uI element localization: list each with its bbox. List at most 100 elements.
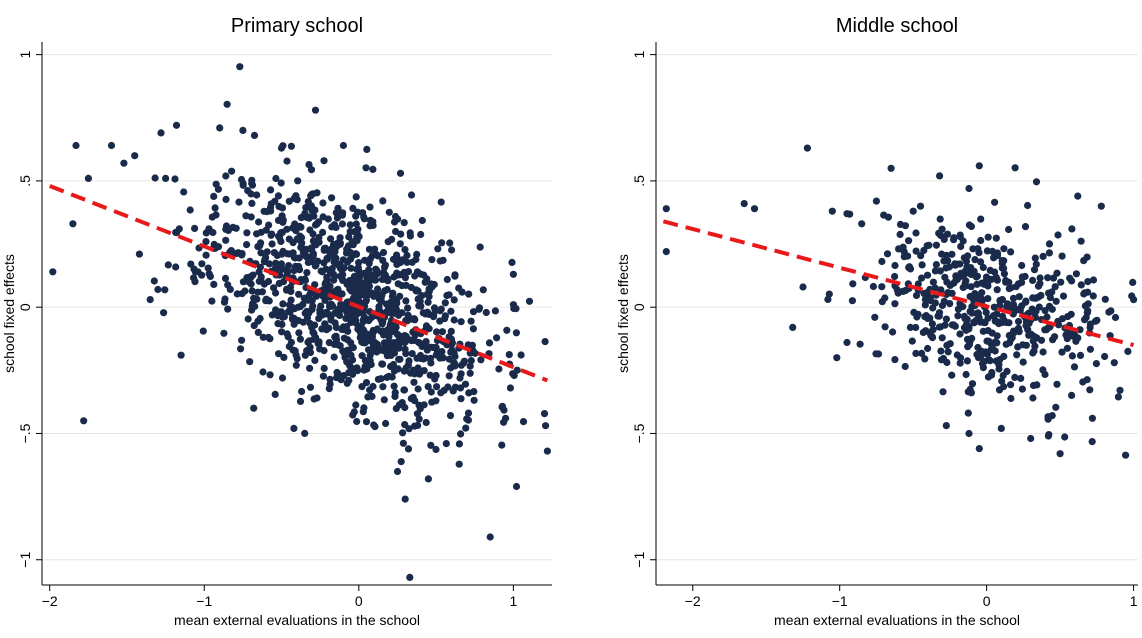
data-point	[912, 247, 920, 255]
data-point	[1041, 370, 1049, 379]
data-point	[400, 386, 409, 394]
data-point	[272, 174, 280, 183]
data-point	[945, 263, 953, 271]
data-point	[434, 245, 442, 253]
y-tick-label: −.5	[631, 423, 647, 443]
data-point	[361, 363, 369, 371]
data-point	[164, 261, 172, 269]
data-point	[394, 344, 402, 352]
data-point	[371, 245, 379, 253]
data-point	[1007, 381, 1015, 389]
data-point	[1084, 278, 1092, 286]
data-point	[956, 231, 964, 239]
data-point	[283, 157, 291, 165]
data-point	[1030, 266, 1039, 274]
data-point	[146, 296, 154, 304]
data-point	[235, 198, 243, 206]
data-point	[1037, 336, 1046, 344]
data-point	[353, 234, 361, 242]
data-point	[243, 241, 251, 249]
y-tick-label: 1	[631, 51, 647, 59]
data-point	[293, 355, 301, 363]
data-point	[925, 241, 933, 249]
data-point	[977, 258, 985, 266]
data-point	[310, 395, 318, 403]
data-point	[918, 349, 926, 357]
data-point	[856, 340, 864, 348]
data-point	[921, 313, 929, 321]
data-point	[541, 338, 549, 346]
data-point	[307, 202, 315, 210]
data-point	[1061, 433, 1069, 441]
data-point	[336, 311, 344, 319]
data-point	[363, 145, 371, 153]
data-point	[401, 246, 409, 254]
data-point	[942, 290, 951, 298]
data-point	[1068, 225, 1076, 233]
data-point	[370, 271, 378, 279]
data-point	[457, 318, 465, 326]
data-point	[988, 341, 997, 349]
data-point	[248, 181, 257, 189]
data-point	[1014, 324, 1023, 332]
data-point	[365, 266, 373, 274]
data-point	[415, 415, 423, 423]
data-point	[943, 358, 951, 367]
data-point	[457, 395, 465, 403]
data-point	[259, 368, 267, 376]
data-point	[662, 205, 670, 213]
data-point	[498, 402, 506, 410]
data-point	[1083, 309, 1091, 317]
data-point	[977, 236, 985, 245]
data-point	[740, 200, 748, 208]
data-point	[848, 297, 857, 305]
data-point	[948, 371, 956, 379]
data-point	[447, 327, 455, 335]
data-point	[278, 204, 287, 212]
data-point	[843, 338, 851, 347]
data-point	[858, 220, 866, 228]
data-point	[309, 302, 317, 310]
data-point	[525, 297, 534, 305]
data-point	[264, 333, 273, 341]
data-point	[385, 333, 393, 341]
data-point	[320, 364, 328, 372]
data-point	[399, 429, 407, 437]
data-point	[1116, 386, 1124, 394]
data-point	[517, 351, 525, 359]
data-point	[285, 301, 294, 309]
data-point	[1041, 326, 1049, 334]
data-point	[237, 175, 246, 184]
data-point	[445, 355, 453, 363]
data-point	[404, 304, 412, 312]
data-point	[1045, 289, 1053, 297]
data-point	[306, 383, 315, 391]
data-point	[984, 233, 992, 241]
data-point	[493, 334, 501, 342]
data-point	[369, 165, 377, 173]
data-point	[443, 291, 451, 300]
data-point	[275, 350, 283, 358]
data-point	[978, 279, 986, 287]
data-point	[438, 239, 446, 247]
data-point	[373, 325, 381, 333]
data-point	[422, 322, 431, 330]
data-point	[228, 167, 236, 175]
data-point	[312, 241, 320, 249]
data-point	[388, 292, 396, 301]
data-point	[1002, 318, 1010, 327]
data-point	[464, 341, 472, 349]
data-point	[422, 338, 430, 346]
data-point	[891, 300, 899, 308]
data-point	[470, 388, 478, 396]
x-axis-label: mean external evaluations in the school	[774, 612, 1020, 628]
data-point	[998, 296, 1007, 304]
data-point	[413, 250, 421, 258]
data-point	[373, 251, 381, 259]
data-point	[330, 221, 339, 229]
data-point	[878, 283, 886, 291]
data-point	[311, 356, 319, 364]
data-point	[257, 276, 265, 284]
data-point	[424, 475, 432, 483]
